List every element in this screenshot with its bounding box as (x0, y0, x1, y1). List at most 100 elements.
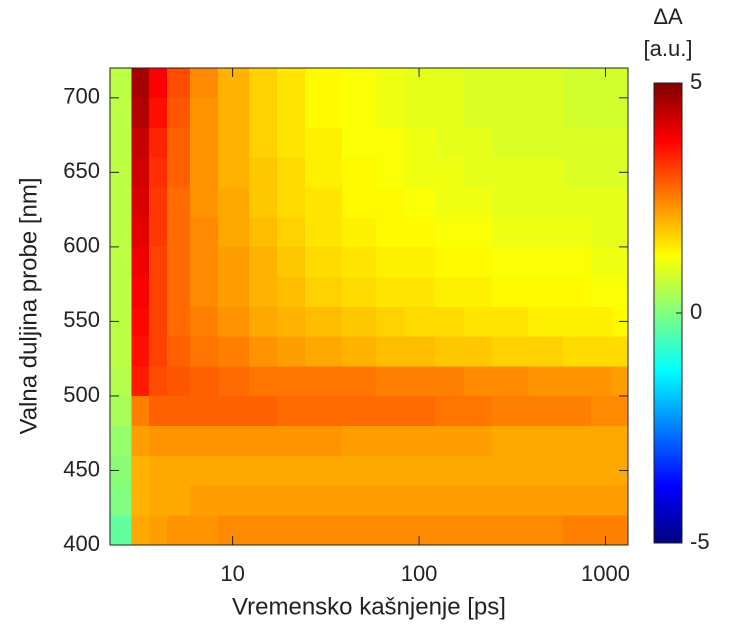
heat-cell (149, 455, 168, 486)
heat-cell (463, 216, 492, 248)
heat-cell (248, 395, 278, 426)
heat-cell (404, 246, 436, 277)
heat-cell (590, 97, 614, 128)
heat-cell (528, 67, 564, 99)
heat-cell (167, 187, 191, 218)
heat-cell (248, 336, 278, 367)
heat-cell (167, 67, 191, 99)
heat-cell (435, 395, 464, 426)
heat-cell (109, 187, 133, 218)
heat-cell (528, 127, 564, 158)
heat-cell (528, 216, 564, 248)
heat-cell (590, 455, 614, 486)
heat-cell (248, 276, 278, 307)
heat-cell (528, 485, 564, 516)
heat-cell (404, 455, 436, 486)
heat-cell (109, 425, 133, 456)
heat-cell (342, 425, 377, 456)
heat-cell (304, 336, 343, 367)
heat-cell (590, 187, 614, 218)
colorbar-tick-label: -5 (690, 529, 710, 554)
heat-cell (167, 455, 191, 486)
heat-cell (217, 365, 250, 397)
heat-cell (612, 425, 629, 456)
heat-cell (590, 157, 614, 188)
heat-cell (404, 514, 436, 546)
heat-cell (562, 395, 592, 426)
heat-cell (217, 127, 250, 158)
heat-cell (528, 276, 564, 307)
heat-cell (376, 276, 405, 307)
heat-cell (562, 216, 592, 248)
heat-cell (131, 127, 150, 158)
heat-cell (342, 485, 377, 516)
heat-cell (276, 246, 306, 277)
heat-cell (342, 246, 377, 277)
heat-cell (562, 306, 592, 337)
heat-cell (131, 67, 150, 99)
heat-cell (491, 157, 529, 188)
heat-cell (342, 157, 377, 188)
heat-cell (612, 395, 629, 426)
heat-cell (189, 365, 219, 397)
heat-cell (590, 395, 614, 426)
heat-cell (491, 365, 529, 397)
heat-cell (189, 306, 219, 337)
heat-cell (562, 485, 592, 516)
heat-cell (131, 485, 150, 516)
heat-cell (167, 276, 191, 307)
heat-cell (612, 97, 629, 128)
heat-cell (562, 336, 592, 367)
heat-cell (435, 97, 464, 128)
heat-cell (276, 67, 306, 99)
heat-cell (131, 216, 150, 248)
heat-cell (435, 157, 464, 188)
heat-cell (376, 187, 405, 218)
heat-cell (248, 67, 278, 99)
heat-cell (304, 97, 343, 128)
heat-cell (491, 246, 529, 277)
heat-cell (376, 336, 405, 367)
heat-cell (248, 246, 278, 277)
heat-cell (189, 485, 219, 516)
heat-cell (149, 336, 168, 367)
heat-cell (562, 514, 592, 546)
heat-cell (463, 276, 492, 307)
heat-cell (304, 395, 343, 426)
heat-cell (404, 276, 436, 307)
y-tick-label: 700 (63, 84, 100, 109)
heat-cell (149, 485, 168, 516)
heat-cell (463, 127, 492, 158)
heat-cell (463, 187, 492, 218)
heat-cell (463, 425, 492, 456)
heat-cell (189, 187, 219, 218)
heat-cell (276, 425, 306, 456)
heat-cell (217, 97, 250, 128)
heat-cell (562, 365, 592, 397)
heat-cell (276, 97, 306, 128)
heat-cell (376, 365, 405, 397)
heat-cell (167, 395, 191, 426)
heat-cell (217, 336, 250, 367)
heat-cell (131, 187, 150, 218)
heat-cell (590, 306, 614, 337)
heat-cell (491, 276, 529, 307)
heat-cell (167, 425, 191, 456)
heat-cell (342, 187, 377, 218)
heat-cell (304, 67, 343, 99)
heat-cell (435, 365, 464, 397)
heat-cell (342, 67, 377, 99)
heat-cell (463, 455, 492, 486)
heat-cell (562, 97, 592, 128)
heat-cell (109, 514, 133, 546)
heat-cell (248, 365, 278, 397)
heat-cell (189, 395, 219, 426)
heat-cell (528, 157, 564, 188)
plot-frame (109, 67, 629, 546)
heat-cell (217, 395, 250, 426)
heat-cell (528, 514, 564, 546)
heat-cell (590, 127, 614, 158)
heat-cell (491, 425, 529, 456)
heat-cell (109, 67, 133, 99)
heat-cell (149, 365, 168, 397)
